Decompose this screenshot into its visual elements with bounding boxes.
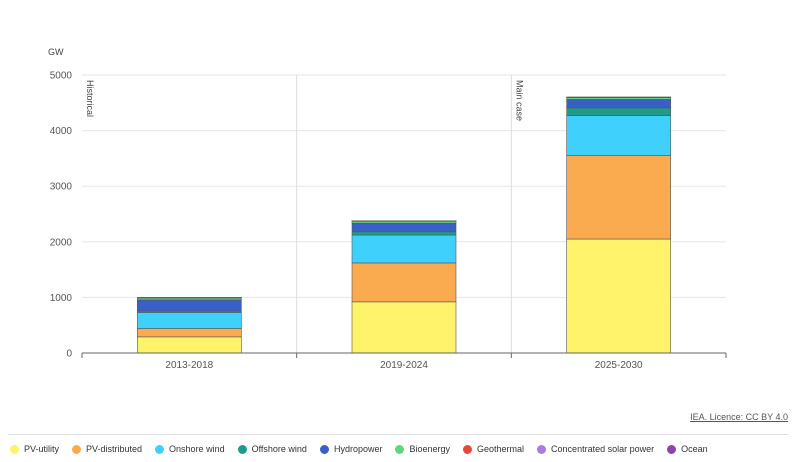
axes (81, 352, 727, 358)
legend-divider (8, 434, 788, 435)
legend-item-ocean[interactable]: Ocean (667, 444, 708, 454)
bar-hydropower-2019-2024[interactable] (351, 222, 457, 233)
y-tick-label: 1000 (50, 293, 73, 304)
legend-label: Onshore wind (169, 444, 225, 454)
bar-hydropower-2025-2030[interactable] (566, 99, 671, 109)
bar-onshore-wind-2025-2030[interactable] (566, 115, 671, 156)
legend-swatch (237, 444, 247, 454)
y-axis-unit-label: GW (48, 47, 64, 57)
legend-label: Bioenergy (409, 444, 451, 454)
bar-pv-distributed-2013-2018[interactable] (137, 328, 242, 338)
legend-swatch (72, 444, 82, 454)
y-tick-label: 2000 (50, 237, 73, 248)
chart: GW 0 1000 2000 3000 4000 5000 2013-2018 2019-20… (48, 47, 727, 372)
bars (137, 96, 671, 354)
legend-item-bioenergy[interactable]: Bioenergy (395, 444, 450, 454)
legend-swatch (667, 444, 677, 454)
bar-offshore-wind-2025-2030[interactable] (566, 107, 671, 116)
legend-label: PV-distributed (86, 444, 143, 454)
bar-onshore-wind-2019-2024[interactable] (351, 234, 457, 264)
x-tick-label: 2019-2024 (380, 360, 428, 371)
x-tick-label: 2025-2030 (595, 360, 643, 371)
credit-link[interactable]: IEA. Licence: CC BY 4.0 (690, 412, 788, 422)
bar-onshore-wind-2013-2018[interactable] (137, 312, 242, 329)
legend-item-concentrated-solar-power[interactable]: Concentrated solar power (537, 444, 654, 454)
period-dividers (296, 75, 512, 353)
y-tick-label: 5000 (50, 71, 73, 82)
legend-swatch (319, 444, 329, 454)
legend-label: Concentrated solar power (551, 444, 655, 454)
legend-swatch (463, 444, 473, 454)
legend-item-pv-utility[interactable]: PV-utility (10, 444, 59, 454)
legend-swatch (10, 444, 19, 454)
legend-item-onshore-wind[interactable]: Onshore wind (155, 444, 225, 454)
legend-swatch (537, 444, 547, 454)
period-annotation: Main case (514, 80, 524, 121)
legend-swatch (395, 444, 405, 454)
bar-pv-utility-2025-2030[interactable] (566, 238, 671, 354)
legend-item-geothermal[interactable]: Geothermal (463, 444, 524, 454)
x-tick-label: 2013-2018 (165, 360, 213, 371)
legend-label: Geothermal (477, 444, 525, 454)
bar-pv-utility-2019-2024[interactable] (351, 301, 457, 354)
y-tick-label: 4000 (50, 126, 73, 137)
legend-label: Hydropower (333, 444, 383, 454)
legend-swatch (155, 444, 165, 454)
legend-item-offshore-wind[interactable]: Offshore wind (237, 444, 307, 454)
legend-label: PV-utility (24, 444, 60, 454)
bar-pv-distributed-2025-2030[interactable] (566, 155, 671, 240)
legend-label: Offshore wind (251, 444, 307, 454)
legend-label: Ocean (681, 444, 708, 454)
legend-item-pv-distributed[interactable]: PV-distributed (72, 444, 142, 454)
legend: PV-utility PV-distributed Onshore wind Offs… (10, 444, 721, 454)
bar-hydropower-2013-2018[interactable] (137, 299, 242, 312)
bar-pv-utility-2013-2018[interactable] (137, 336, 242, 354)
annotations: Historical Main case (85, 80, 524, 121)
period-annotation: Historical (85, 80, 95, 117)
tick-labels: 0 1000 2000 3000 4000 5000 2013-2018 2019-2024 2… (50, 71, 643, 372)
bar-offshore-wind-2019-2024[interactable] (351, 231, 457, 236)
legend-item-hydropower[interactable]: Hydropower (319, 444, 383, 454)
y-tick-label: 0 (66, 349, 72, 360)
bar-pv-distributed-2019-2024[interactable] (351, 262, 457, 303)
y-tick-label: 3000 (50, 182, 73, 193)
